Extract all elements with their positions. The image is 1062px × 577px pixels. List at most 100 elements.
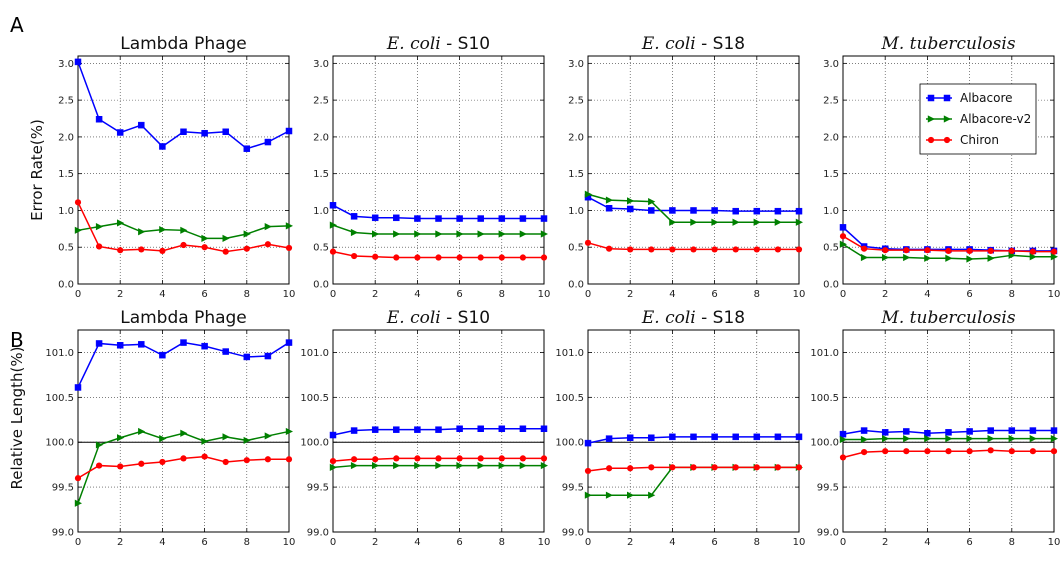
panel-b-3-series-albacore-point-4 bbox=[669, 433, 676, 441]
panel-a-3-ytick-label-5: 2.5 bbox=[568, 96, 584, 107]
panel-b-4-series-chiron-point-1 bbox=[861, 448, 868, 456]
panel-a-3-ytick-label-6: 3.0 bbox=[568, 59, 584, 70]
panel-a-4-series-chiron-point-2 bbox=[882, 247, 889, 254]
panel-a-2-xtick-label-10: 10 bbox=[538, 289, 551, 300]
panel-a-1-series-chiron-point-6 bbox=[201, 244, 208, 251]
panel-b-4-series-albacore-v2-point-2 bbox=[882, 435, 890, 443]
panel-a-1-series-albacore-v2-point-5 bbox=[180, 226, 188, 234]
row-letter-b: B bbox=[10, 328, 24, 352]
panel-b-1-xtick-label-8: 8 bbox=[244, 537, 250, 548]
panel-a-3-series-albacore-v2-point-4 bbox=[669, 218, 677, 226]
panel-a-2-series-chiron-point-4 bbox=[414, 254, 421, 261]
panel-b-2-series-albacore-point-2 bbox=[371, 426, 379, 433]
panel-a-1-frame bbox=[77, 55, 290, 285]
panel-b-1-frame bbox=[77, 329, 290, 533]
panel-b-3-series-chiron-point-7 bbox=[732, 464, 739, 471]
panel-a-3-series-chiron-point-0 bbox=[584, 239, 592, 246]
legend-label-albacore-v2: Albacore-v2 bbox=[960, 112, 1031, 126]
panel-a-4-xtick-label-8: 8 bbox=[1009, 289, 1015, 300]
panel-a-2-series-albacore-v2-point-9 bbox=[519, 230, 527, 238]
panel-b-2-series-albacore-v2-point-10 bbox=[540, 461, 548, 470]
panel-b-1-series-chiron-point-2 bbox=[117, 463, 124, 470]
panel-a-2-series-albacore-v2-point-4 bbox=[414, 230, 422, 238]
panel-a-1-series-chiron-point-2 bbox=[117, 247, 124, 254]
panel-a-3-series-albacore-point-2 bbox=[626, 205, 634, 213]
panel-a-3-series-chiron-point-4 bbox=[669, 246, 676, 253]
panel-a-2-title-italic: E. coli bbox=[386, 34, 441, 54]
panel-a-3-series-albacore-point-10 bbox=[795, 207, 803, 215]
panel-a-4-series-chiron bbox=[839, 233, 1058, 255]
panel-a-4-series-albacore-v2-point-9 bbox=[1029, 253, 1037, 261]
panel-b-4-ytick-label-1: 99.5 bbox=[817, 483, 839, 494]
panel-b-3-xtick-label-6: 6 bbox=[711, 537, 717, 548]
panel-a-1-series-albacore-v2-point-3 bbox=[138, 228, 146, 236]
panel-a-1-ytick-label-5: 2.5 bbox=[58, 96, 74, 107]
panel-a-2-series-albacore-point-5 bbox=[435, 215, 442, 222]
panel-a-2-series-albacore-point-4 bbox=[414, 215, 421, 222]
panel-b-3-series-chiron-point-6 bbox=[711, 464, 718, 471]
legend-marker-right-albacore-v2 bbox=[943, 115, 951, 123]
panel-b-3-series-albacore-point-10 bbox=[795, 433, 803, 441]
panel-b-4-series-albacore-point-8 bbox=[1008, 427, 1016, 434]
panel-b-2-series-albacore-v2 bbox=[329, 461, 548, 471]
panel-b-1-series-albacore-v2 bbox=[74, 427, 293, 507]
panel-b-4-series-albacore-v2-point-0 bbox=[839, 435, 847, 444]
panel-a-4-series-albacore-point-0 bbox=[839, 224, 847, 231]
legend-item-albacore-v2: Albacore-v2 bbox=[926, 112, 1031, 126]
panel-b-1-series-chiron-point-7 bbox=[222, 458, 229, 466]
panel-b-3-ytick-label-1: 99.5 bbox=[562, 483, 584, 494]
panel-b-4-series-chiron-point-0 bbox=[839, 454, 847, 461]
panel-a-1-series-albacore-v2-point-0 bbox=[74, 226, 82, 234]
panel-a-1-series-albacore-point-8 bbox=[243, 145, 251, 152]
panel-b-1-series-albacore-v2-point-6 bbox=[201, 437, 209, 445]
panel-a-3-series-chiron-point-10 bbox=[795, 246, 803, 253]
panel-a-1-series-chiron-point-0 bbox=[74, 199, 82, 206]
panel-a-2-series-albacore-v2-point-0 bbox=[329, 221, 337, 229]
panel-b-1-series-chiron-point-1 bbox=[96, 462, 103, 469]
panel-a-3-series-chiron bbox=[584, 239, 803, 253]
panel-a-3-title-rest: - S18 bbox=[696, 34, 745, 54]
panel-b-3-series-chiron-point-5 bbox=[690, 464, 697, 471]
legend-label-albacore: Albacore bbox=[960, 91, 1013, 105]
panel-a-3-xtick-label-10: 10 bbox=[793, 289, 806, 300]
panel-a-2-title: E. coli - S10 bbox=[386, 34, 490, 54]
panel-b-1-series-albacore bbox=[74, 339, 293, 391]
panel-b-1-series-chiron-point-4 bbox=[159, 458, 166, 466]
panel-b-2-series-albacore-point-9 bbox=[519, 425, 527, 433]
panel-b-1-series-chiron-point-9 bbox=[264, 456, 271, 463]
panel-b-4-ytick-label-2: 100.0 bbox=[810, 438, 839, 449]
panel-a-3-ytick-label-4: 2.0 bbox=[568, 132, 584, 143]
panel-b-1-ytick-label-0: 99.0 bbox=[52, 528, 74, 539]
panel-a-4-series-chiron-point-1 bbox=[861, 245, 868, 252]
panel-b-3-series-albacore-point-1 bbox=[605, 435, 613, 442]
panel-a-3-series-albacore-point-5 bbox=[690, 207, 697, 214]
panel-a-1-series-albacore-point-3 bbox=[138, 121, 145, 129]
panel-b-2-ytick-label-2: 100.0 bbox=[300, 438, 329, 449]
panel-b-2-xtick-label-8: 8 bbox=[499, 537, 505, 548]
panel-b-2-xtick-label-6: 6 bbox=[456, 537, 462, 548]
panel-b-3-frame bbox=[587, 329, 800, 533]
panel-a-1-series-albacore bbox=[74, 58, 293, 152]
panel-a-2-frame bbox=[332, 55, 545, 285]
panel-b-1-series-albacore-point-7 bbox=[222, 348, 229, 355]
panel-a-3-xtick-label-0: 0 bbox=[585, 289, 591, 300]
panel-a-4-series-chiron-point-9 bbox=[1029, 248, 1036, 255]
panel-b-3-series-chiron-point-4 bbox=[669, 464, 676, 471]
panel-a-4-title: M. tuberculosis bbox=[880, 34, 1015, 54]
panel-a-2-series-chiron-point-5 bbox=[435, 254, 442, 261]
panel-a-3-xtick-label-2: 2 bbox=[627, 289, 633, 300]
panel-b-2-xtick-label-10: 10 bbox=[538, 537, 551, 548]
panel-a-2-series-albacore-v2 bbox=[329, 221, 548, 238]
panel-a-3-series-albacore-v2-point-0 bbox=[584, 190, 592, 198]
panel-b-4-series-chiron-point-10 bbox=[1050, 448, 1058, 455]
panel-a-1-series-chiron-point-8 bbox=[243, 245, 250, 252]
panel-a-1-series-albacore-v2-point-9 bbox=[264, 223, 272, 231]
panel-b-4-series-albacore-point-9 bbox=[1029, 427, 1037, 434]
panel-b-2-series-albacore-point-1 bbox=[350, 427, 358, 434]
panel-b-2-series-chiron-point-0 bbox=[329, 457, 337, 465]
panel-a-2-series-chiron-point-1 bbox=[351, 252, 358, 260]
panel-a-3-series-albacore-v2 bbox=[584, 190, 803, 226]
panel-b-1-series-albacore-point-5 bbox=[180, 339, 187, 346]
panel-a-3: 0 2 4 6 8 10 0.0 0.5 1.0 1.5 2.0 2.5 3.0 E. coli - S1… bbox=[568, 34, 805, 300]
